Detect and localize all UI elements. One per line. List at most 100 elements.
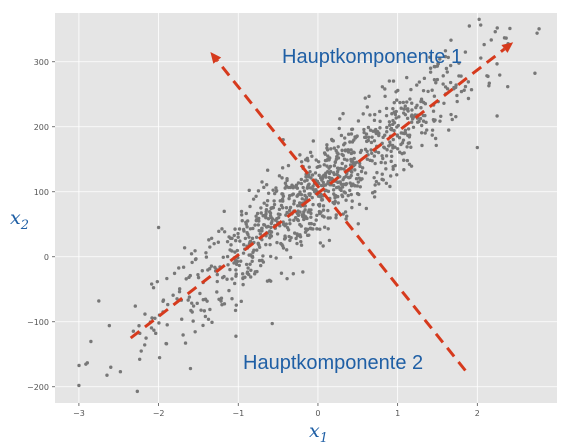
data-point xyxy=(360,166,365,170)
data-point xyxy=(378,119,382,124)
data-point xyxy=(475,145,480,150)
data-point xyxy=(84,362,88,366)
data-point xyxy=(409,120,414,124)
data-point xyxy=(249,275,253,279)
data-point xyxy=(356,222,360,226)
data-point xyxy=(302,217,306,222)
data-point xyxy=(314,218,318,222)
data-point xyxy=(322,225,327,229)
data-point xyxy=(270,217,275,221)
data-point xyxy=(339,133,344,138)
data-point xyxy=(377,182,381,186)
data-point xyxy=(265,203,269,207)
data-point xyxy=(251,197,256,201)
data-point xyxy=(286,228,291,232)
data-point xyxy=(149,282,154,286)
data-point xyxy=(445,70,449,74)
data-point xyxy=(309,176,313,180)
data-point xyxy=(320,214,325,218)
data-point xyxy=(442,101,446,105)
data-point xyxy=(236,231,240,236)
data-point xyxy=(244,220,248,225)
y-ticks: −200 −100 0 100 200 300 xyxy=(27,58,55,392)
data-point xyxy=(291,272,296,276)
data-point xyxy=(315,165,319,170)
data-point xyxy=(320,178,324,182)
grid xyxy=(55,13,557,403)
data-point xyxy=(262,185,266,190)
data-point xyxy=(307,192,311,196)
data-point xyxy=(383,161,388,165)
data-point xyxy=(422,76,427,81)
data-point xyxy=(248,204,252,209)
data-point xyxy=(389,127,393,131)
data-point xyxy=(234,274,238,278)
data-point xyxy=(299,181,304,186)
data-point xyxy=(405,145,409,149)
data-point xyxy=(203,314,208,319)
data-point xyxy=(400,151,404,156)
data-point xyxy=(363,96,367,100)
data-point xyxy=(346,193,350,198)
data-point xyxy=(364,135,368,140)
data-point xyxy=(495,62,499,66)
data-point xyxy=(447,128,451,132)
data-point xyxy=(421,113,425,118)
data-point xyxy=(356,172,360,177)
data-point xyxy=(423,102,428,106)
data-point xyxy=(395,173,399,177)
data-point xyxy=(309,211,313,216)
data-point xyxy=(307,165,311,169)
data-point xyxy=(298,153,302,157)
data-point xyxy=(244,211,248,216)
data-point xyxy=(340,193,344,197)
data-point xyxy=(273,218,278,222)
data-point xyxy=(287,194,292,198)
data-point xyxy=(241,276,245,280)
data-point xyxy=(193,249,197,253)
data-point xyxy=(272,199,276,203)
data-point xyxy=(204,251,208,255)
data-point xyxy=(434,81,438,85)
data-point xyxy=(284,206,289,210)
data-point xyxy=(362,130,366,135)
data-point xyxy=(454,114,458,119)
data-point xyxy=(336,166,340,170)
data-point xyxy=(441,82,445,86)
data-point xyxy=(191,319,195,323)
data-point xyxy=(317,173,321,178)
data-point xyxy=(489,38,493,42)
data-point xyxy=(233,250,237,254)
data-point xyxy=(403,104,407,108)
data-point xyxy=(256,189,261,193)
data-point xyxy=(189,252,194,256)
data-point xyxy=(348,188,352,193)
data-point xyxy=(341,111,345,116)
data-point xyxy=(336,180,340,185)
data-point xyxy=(504,36,508,40)
data-point xyxy=(217,229,221,234)
data-point xyxy=(324,175,328,179)
x-tick-label: 1 xyxy=(395,409,400,418)
data-point xyxy=(323,152,327,156)
data-point xyxy=(466,80,471,84)
data-point xyxy=(357,202,362,207)
data-point xyxy=(363,171,368,175)
data-point xyxy=(232,281,237,286)
data-point xyxy=(401,100,406,105)
data-point xyxy=(259,263,263,268)
data-point xyxy=(334,216,338,220)
data-point xyxy=(305,186,310,190)
annotation-hauptkomponente-1: Hauptkomponente 1 xyxy=(282,46,462,68)
data-point xyxy=(289,236,293,240)
data-point xyxy=(265,168,270,172)
data-point xyxy=(410,117,415,121)
data-point xyxy=(291,184,295,189)
data-point xyxy=(259,211,263,215)
data-point xyxy=(171,293,175,297)
data-point xyxy=(395,125,399,129)
data-point xyxy=(183,341,188,345)
data-point xyxy=(355,184,359,188)
data-point xyxy=(379,160,383,165)
data-point xyxy=(369,140,374,145)
